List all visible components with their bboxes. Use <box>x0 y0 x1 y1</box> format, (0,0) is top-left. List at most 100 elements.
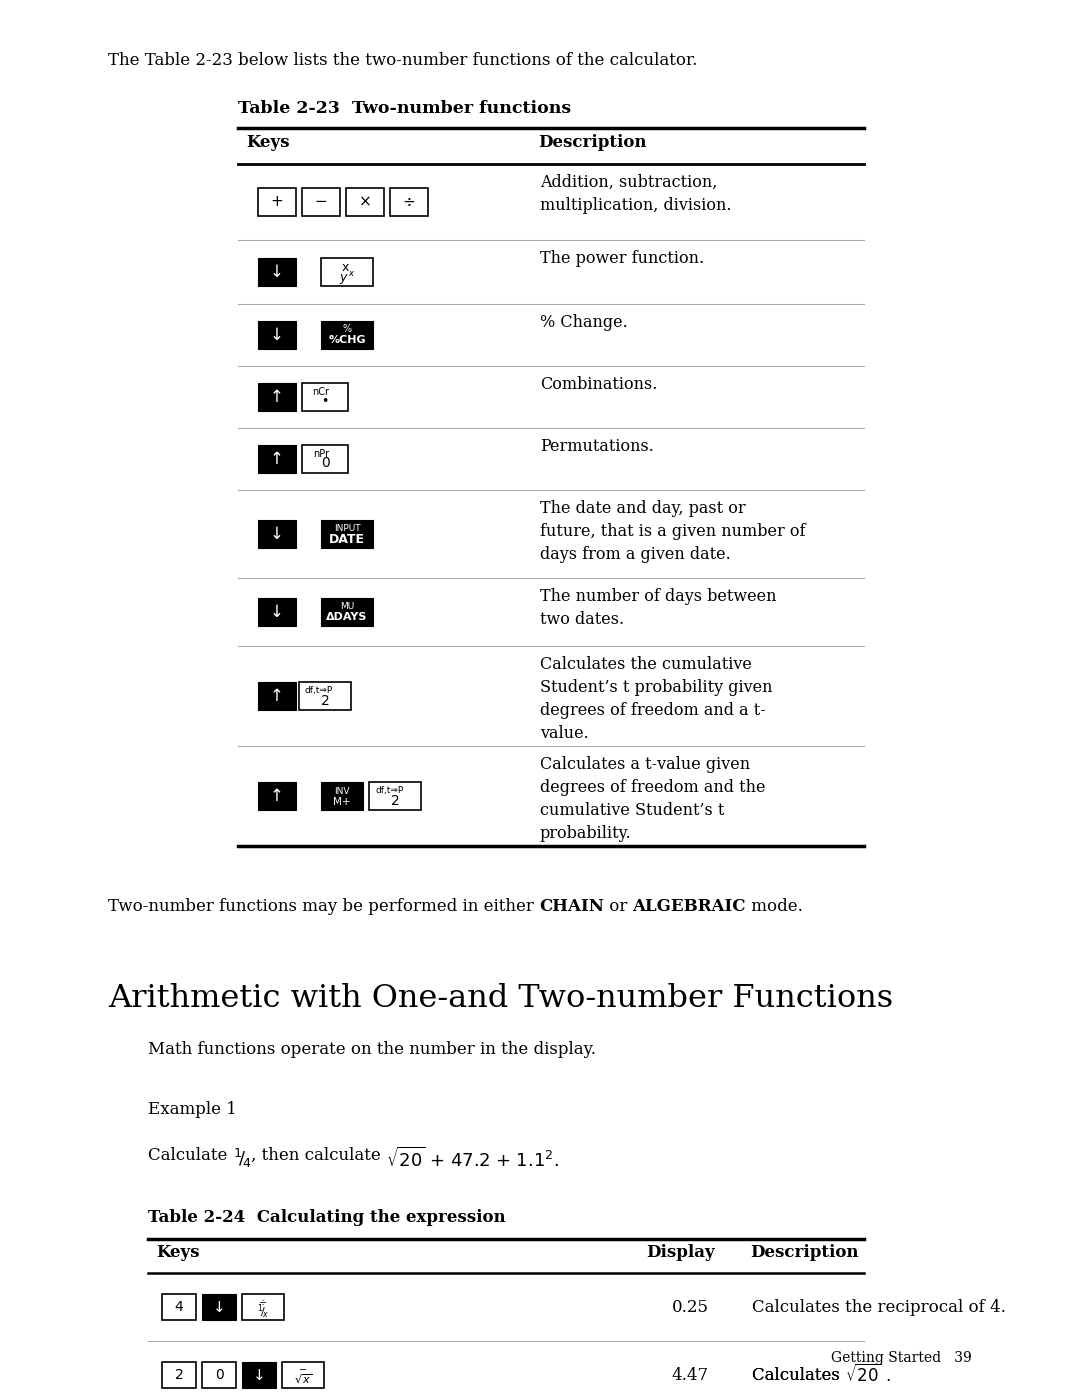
Text: $\sqrt{20}$ .: $\sqrt{20}$ . <box>846 1363 891 1386</box>
Text: The Table 2-23 below lists the two-number functions of the calculator.: The Table 2-23 below lists the two-numbe… <box>108 52 698 68</box>
Text: Math functions operate on the number in the display.: Math functions operate on the number in … <box>148 1041 596 1058</box>
Text: Keys: Keys <box>246 134 289 151</box>
Text: 0: 0 <box>321 457 329 471</box>
Text: $\sqrt{20}$ + 47.2 + 1.1$^2$.: $\sqrt{20}$ + 47.2 + 1.1$^2$. <box>386 1147 559 1171</box>
Text: $^1\!/\!_x$: $^1\!/\!_x$ <box>257 1302 269 1320</box>
Bar <box>242 1362 276 1389</box>
Bar <box>302 189 340 217</box>
Text: ×: × <box>359 194 372 210</box>
Text: Calculates: Calculates <box>752 1366 846 1383</box>
Text: $^1\!/\!_4$: $^1\!/\!_4$ <box>232 1147 251 1171</box>
Bar <box>321 782 363 810</box>
Text: Example 1: Example 1 <box>148 1101 237 1118</box>
Text: ↑: ↑ <box>270 787 284 805</box>
Bar <box>258 682 296 710</box>
Bar <box>202 1294 237 1320</box>
Text: Calculates the reciprocal of 4.: Calculates the reciprocal of 4. <box>752 1298 1005 1316</box>
Bar <box>258 446 296 474</box>
Text: Addition, subtraction,
multiplication, division.: Addition, subtraction, multiplication, d… <box>540 175 731 214</box>
Text: Keys: Keys <box>156 1243 200 1261</box>
Bar <box>321 321 373 349</box>
Text: The power function.: The power function. <box>540 250 704 267</box>
Text: ÷: ÷ <box>403 194 416 210</box>
Text: The number of days between
two dates.: The number of days between two dates. <box>540 588 777 627</box>
Bar <box>302 383 348 411</box>
Text: Description: Description <box>750 1243 859 1261</box>
Text: ↓: ↓ <box>270 604 284 622</box>
Bar <box>369 782 421 810</box>
Text: % Change.: % Change. <box>540 314 627 331</box>
Bar <box>242 1294 284 1320</box>
Text: ΔDAYS: ΔDAYS <box>326 612 367 622</box>
Text: 2: 2 <box>321 694 329 708</box>
Text: ↓: ↓ <box>270 326 284 344</box>
Text: ↓: ↓ <box>270 525 284 543</box>
Text: nPr: nPr <box>313 448 329 460</box>
Text: −: − <box>299 1365 307 1375</box>
Bar <box>390 189 428 217</box>
Text: ↓: ↓ <box>270 263 284 281</box>
Text: M+: M+ <box>334 796 351 806</box>
Text: MU: MU <box>340 602 354 610</box>
Bar <box>299 682 351 710</box>
Text: +: + <box>271 194 283 210</box>
Text: ↑: ↑ <box>270 687 284 705</box>
Text: ↓: ↓ <box>213 1299 226 1315</box>
Bar <box>258 782 296 810</box>
Text: x: x <box>341 261 349 274</box>
Text: −: − <box>314 194 327 210</box>
Bar <box>346 189 384 217</box>
Text: INV: INV <box>334 788 350 796</box>
Bar <box>321 520 373 548</box>
Text: ÷: ÷ <box>259 1298 267 1308</box>
Text: Description: Description <box>538 134 647 151</box>
Text: Calculates: Calculates <box>752 1366 846 1383</box>
Text: ALGEBRAIC: ALGEBRAIC <box>633 898 746 915</box>
Text: $\sqrt{x}$: $\sqrt{x}$ <box>294 1373 312 1386</box>
Bar <box>258 258 296 286</box>
Text: 4: 4 <box>175 1301 184 1315</box>
Text: Display: Display <box>646 1243 715 1261</box>
Bar <box>202 1362 237 1389</box>
Bar <box>162 1362 195 1389</box>
Text: 2: 2 <box>175 1368 184 1382</box>
Bar <box>321 258 373 286</box>
Text: nCr: nCr <box>312 387 329 397</box>
Text: 4.47: 4.47 <box>672 1366 708 1383</box>
Bar <box>258 321 296 349</box>
Text: mode.: mode. <box>746 898 804 915</box>
Text: Table 2-23  Two-number functions: Table 2-23 Two-number functions <box>238 101 571 117</box>
Text: Combinations.: Combinations. <box>540 376 658 393</box>
Text: Calculates the cumulative
Student’s t probability given
degrees of freedom and a: Calculates the cumulative Student’s t pr… <box>540 657 772 742</box>
Text: , then calculate: , then calculate <box>251 1147 386 1164</box>
Text: Table 2-24  Calculating the expression: Table 2-24 Calculating the expression <box>148 1208 505 1227</box>
Text: or: or <box>604 898 633 915</box>
Bar <box>258 598 296 626</box>
Text: ↓: ↓ <box>253 1368 266 1383</box>
Text: x: x <box>349 268 353 278</box>
Bar <box>258 383 296 411</box>
Text: The date and day, past or
future, that is a given number of
days from a given da: The date and day, past or future, that i… <box>540 500 806 563</box>
Text: df,t⇒P: df,t⇒P <box>305 686 333 694</box>
Text: %CHG: %CHG <box>328 335 366 345</box>
Text: Permutations.: Permutations. <box>540 439 653 455</box>
Bar <box>162 1294 195 1320</box>
Bar <box>302 446 348 474</box>
Bar <box>282 1362 324 1389</box>
Bar <box>258 189 296 217</box>
Text: Arithmetic with One-and Two-number Functions: Arithmetic with One-and Two-number Funct… <box>108 983 893 1014</box>
Text: Two-number functions may be performed in either: Two-number functions may be performed in… <box>108 898 539 915</box>
Text: %: % <box>342 324 352 334</box>
Text: 0: 0 <box>215 1368 224 1382</box>
Text: •: • <box>322 395 328 408</box>
Text: CHAIN: CHAIN <box>539 898 604 915</box>
Text: ↑: ↑ <box>270 388 284 407</box>
Text: Getting Started   39: Getting Started 39 <box>832 1351 972 1365</box>
Text: ↑: ↑ <box>270 450 284 468</box>
Text: INPUT: INPUT <box>334 524 361 532</box>
Text: Calculates a t-value given
degrees of freedom and the
cumulative Student’s t
pro: Calculates a t-value given degrees of fr… <box>540 756 766 841</box>
Text: DATE: DATE <box>329 532 365 546</box>
Text: 2: 2 <box>391 793 400 807</box>
Bar <box>258 520 296 548</box>
Text: 0.25: 0.25 <box>672 1298 708 1316</box>
